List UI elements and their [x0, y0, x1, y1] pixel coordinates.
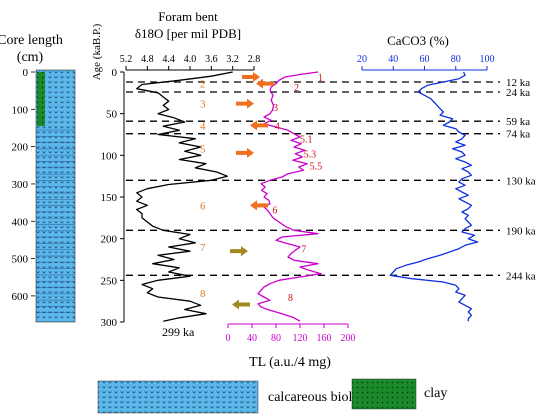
- orange-stage-label: 3: [200, 99, 206, 111]
- d18o-tick-label: 3.2: [226, 54, 239, 65]
- age-boundary-label: 244 ka: [506, 270, 536, 282]
- red-stage-label: 1: [318, 73, 323, 84]
- age-tick-label: 250: [101, 275, 118, 287]
- red-stage-label: 6: [272, 206, 277, 217]
- core-tick-label: 300: [12, 179, 29, 191]
- direction-arrow: [242, 72, 260, 82]
- direction-arrow: [232, 299, 250, 310]
- caco3-tick-label: 100: [480, 54, 495, 65]
- caco3-tick-label: 20: [357, 54, 367, 65]
- core-tick-label: 500: [12, 254, 29, 266]
- caco3-axis-label: CaCO3 (%): [387, 33, 449, 48]
- red-stage-label: 5.5: [310, 161, 323, 172]
- orange-stage-label: 2: [200, 79, 206, 91]
- direction-arrow: [236, 147, 254, 158]
- legend-clay-label: clay: [424, 386, 447, 401]
- orange-stage-label: 8: [200, 288, 206, 300]
- core-title-line2: (cm): [17, 50, 44, 65]
- age-tick-label: 300: [101, 317, 118, 329]
- red-stage-label: 8: [288, 293, 293, 304]
- red-stage-label: 5.3: [304, 150, 317, 161]
- direction-arrow: [236, 98, 254, 109]
- caco3-axis-ticks: 20 40 60 80 100: [357, 54, 495, 70]
- series-lines: [136, 71, 479, 322]
- age-boundary-label: 24 ka: [506, 87, 530, 99]
- direction-arrow: [250, 120, 268, 131]
- series-line-caco3: [389, 71, 479, 322]
- orange-stage-label: 7: [200, 242, 206, 254]
- age-boundary-label: 59 ka: [506, 116, 530, 128]
- d18o-tick-label: 3.6: [205, 54, 218, 65]
- caco3-tick-label: 60: [420, 54, 430, 65]
- age-boundary-label: 12 ka: [506, 77, 530, 89]
- age-axis-label: Age (kaB.P.): [91, 23, 103, 80]
- caco3-tick-label: 80: [451, 54, 461, 65]
- d18o-title-line2: δ18O [per mil PDB]: [135, 26, 241, 41]
- d18o-tick-label: 4.0: [184, 54, 197, 65]
- core-column-ooze: [35, 69, 76, 323]
- red-stage-label: 3: [273, 103, 278, 114]
- red-stage-label: 4: [275, 121, 280, 132]
- age-tick-label: 100: [101, 150, 118, 162]
- tl-tick-label: 80: [271, 333, 281, 344]
- age-tick-label: 200: [101, 234, 118, 246]
- red-stage-label: 7: [301, 245, 306, 256]
- direction-arrow: [256, 78, 274, 89]
- core-y-axis: 0 100 200 300 400 500 600: [12, 67, 35, 303]
- core-title-line1: Core length: [0, 33, 63, 48]
- legend-clay-swatch: [351, 378, 417, 410]
- core-tick-label: 0: [23, 67, 29, 79]
- age-tick-label: 150: [101, 192, 118, 204]
- core-tick-label: 200: [12, 142, 29, 154]
- red-stage-label: 2: [294, 83, 299, 94]
- tl-axis-ticks: 0 40 80 120 160 200: [226, 324, 356, 344]
- age-boundary-label: 74 ka: [506, 129, 530, 141]
- direction-arrow: [230, 246, 248, 257]
- d18o-axis-ticks: 5.2 4.8 4.4 4.0 3.6 3.2 2.8: [120, 54, 261, 70]
- tl-tick-label: 0: [226, 333, 231, 344]
- core-tick-label: 100: [12, 104, 29, 116]
- core-column-clay-band: [37, 72, 45, 126]
- tl-tick-label: 200: [341, 333, 356, 344]
- direction-arrow: [250, 200, 268, 211]
- d18o-tick-label: 4.8: [141, 54, 154, 65]
- age-tick-label: 50: [106, 109, 118, 121]
- d18o-tick-label: 5.2: [120, 54, 133, 65]
- tl-tick-label: 120: [293, 333, 308, 344]
- orange-stage-label: 5: [200, 144, 206, 156]
- tl-tick-label: 160: [317, 333, 332, 344]
- core-tick-label: 600: [12, 291, 29, 303]
- bottom-age-label: 299 ka: [162, 325, 195, 339]
- age-boundary-label: 130 ka: [506, 175, 536, 187]
- d18o-tick-label: 4.4: [162, 54, 175, 65]
- orange-stage-label: 4: [200, 120, 206, 132]
- red-stage-label: 5.1: [300, 135, 313, 146]
- series-line-tl: [257, 71, 322, 322]
- core-column-stripes: [36, 129, 75, 314]
- d18o-tick-label: 2.8: [248, 54, 261, 65]
- orange-stage-label: 6: [200, 200, 206, 212]
- stage-annotations: 2 3 4 5 6 7 8 1 2 3 4 5.1 5.35.5 6 7 8: [200, 72, 323, 310]
- series-line-d18o: [136, 71, 233, 322]
- tl-axis-label: TL (a.u./4 mg): [249, 355, 331, 370]
- age-boundary-label: 190 ka: [506, 225, 536, 237]
- legend-ooze-swatch: [97, 380, 259, 414]
- d18o-title-line1: Foram bent: [158, 9, 218, 24]
- age-axis-ticks: 0 50 100 150 200 250 300: [101, 67, 124, 329]
- caco3-tick-label: 40: [388, 54, 398, 65]
- tl-tick-label: 40: [247, 333, 257, 344]
- age-tick-label: 0: [112, 67, 118, 79]
- core-tick-label: 400: [12, 216, 29, 228]
